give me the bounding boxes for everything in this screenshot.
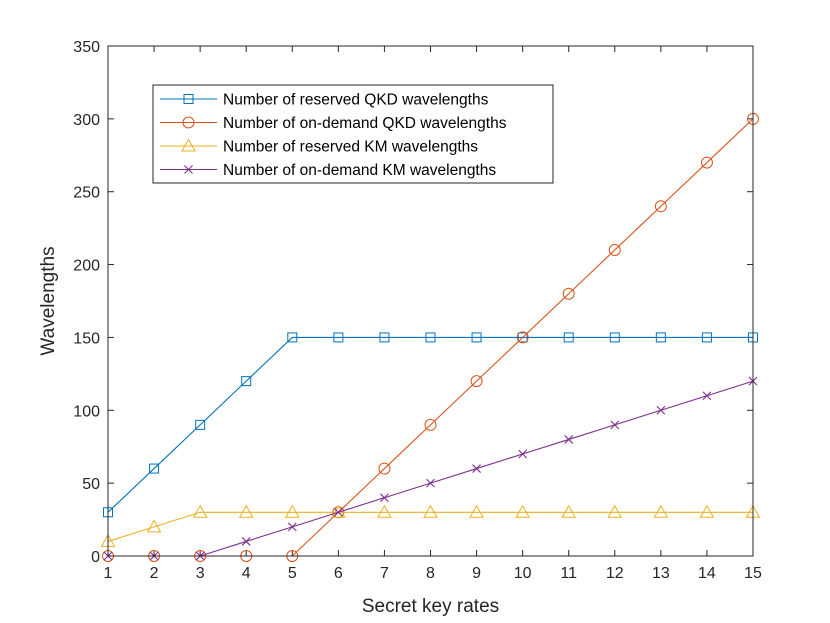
- data-point: [146, 519, 162, 533]
- data-point: [333, 332, 344, 343]
- data-point: [517, 332, 528, 343]
- data-point: [377, 504, 392, 518]
- series-line: [107, 336, 753, 513]
- data-point: [655, 332, 666, 343]
- data-point: [700, 156, 713, 169]
- data-point: [241, 376, 252, 387]
- x-tick-label: 7: [380, 565, 389, 582]
- data-point: [609, 332, 620, 343]
- data-point: [516, 331, 529, 344]
- data-point: [470, 375, 483, 388]
- legend-entry: Number of reserved KM wavelengths: [160, 138, 478, 156]
- y-tick-label: 300: [73, 112, 100, 129]
- data-point: [423, 504, 438, 518]
- legend-marker: [184, 165, 193, 174]
- legend-marker: [181, 138, 196, 152]
- data-point: [608, 244, 621, 256]
- legend-entry: Number of on-demand QKD wavelengths: [160, 115, 507, 132]
- data-point: [563, 332, 574, 343]
- data-point: [518, 449, 528, 459]
- x-tick-label: 13: [652, 565, 670, 582]
- x-tick-label: 12: [606, 565, 624, 582]
- data-point: [561, 504, 577, 518]
- data-point: [241, 537, 251, 546]
- plot-frame: [107, 45, 754, 557]
- legend-label: Number of on-demand KM wavelengths: [223, 162, 496, 179]
- x-tick-label: 14: [698, 565, 716, 582]
- data-point: [654, 200, 667, 213]
- legend-marker: [183, 94, 194, 104]
- data-point: [426, 478, 435, 488]
- data-point: [607, 504, 623, 518]
- y-tick-label: 250: [73, 185, 100, 202]
- data-point: [699, 504, 715, 518]
- data-point: [424, 418, 437, 431]
- data-point: [472, 464, 481, 473]
- legend-label: Number of on-demand QKD wavelengths: [223, 115, 507, 132]
- series-layer: [100, 112, 761, 562]
- data-point: [379, 332, 390, 343]
- data-point: [701, 332, 712, 343]
- y-tick-label: 350: [73, 39, 100, 56]
- legend-marker: [182, 116, 195, 129]
- x-tick-label: 8: [426, 565, 435, 582]
- data-point: [564, 435, 574, 444]
- x-tick-label: 10: [514, 565, 532, 582]
- x-tick-label: 5: [288, 565, 297, 582]
- data-point: [469, 504, 484, 518]
- y-tick-label: 100: [73, 403, 100, 420]
- y-tick-label: 0: [91, 549, 100, 566]
- y-tick-label: 150: [73, 330, 100, 347]
- y-axis-label: Wavelengths: [38, 246, 59, 355]
- data-point: [195, 419, 206, 430]
- x-tick-label: 6: [334, 565, 343, 582]
- data-point: [562, 287, 575, 300]
- legend-entry: Number of on-demand KM wavelengths: [160, 162, 496, 179]
- data-point: [378, 462, 391, 475]
- y-tick-label: 200: [73, 258, 100, 275]
- data-point: [515, 504, 530, 518]
- data-point: [656, 405, 666, 415]
- data-point: [653, 504, 669, 518]
- x-tick-label: 3: [196, 565, 205, 582]
- data-point: [192, 504, 208, 518]
- data-point: [287, 332, 298, 343]
- x-tick-label: 11: [560, 565, 577, 582]
- data-point: [287, 522, 297, 532]
- legend-label: Number of reserved KM wavelengths: [223, 139, 478, 156]
- x-tick-label: 4: [242, 565, 251, 582]
- legend: Number of reserved QKD wavelengths Number…: [152, 84, 554, 184]
- x-tick-label: 2: [150, 565, 159, 582]
- legend-label: Number of reserved QKD wavelengths: [223, 92, 489, 109]
- series-line: [107, 511, 753, 542]
- data-point: [284, 504, 300, 518]
- data-point: [333, 507, 343, 517]
- x-tick-label: 9: [472, 565, 481, 582]
- data-point: [702, 391, 712, 401]
- data-point: [471, 332, 482, 343]
- data-point: [238, 504, 254, 518]
- data-point: [380, 493, 389, 503]
- x-axis-label: Secret key rates: [362, 596, 499, 617]
- data-point: [149, 463, 160, 474]
- legend-entry: Number of reserved QKD wavelengths: [160, 92, 489, 109]
- x-tick-label: 1: [104, 565, 113, 582]
- y-axis-ticks: 0 50 100 150 200 250 300 350: [73, 39, 753, 566]
- y-tick-label: 50: [82, 476, 100, 493]
- data-point: [610, 420, 620, 430]
- data-point: [425, 332, 436, 343]
- legend-box: [152, 84, 554, 184]
- x-tick-label: 15: [744, 565, 762, 582]
